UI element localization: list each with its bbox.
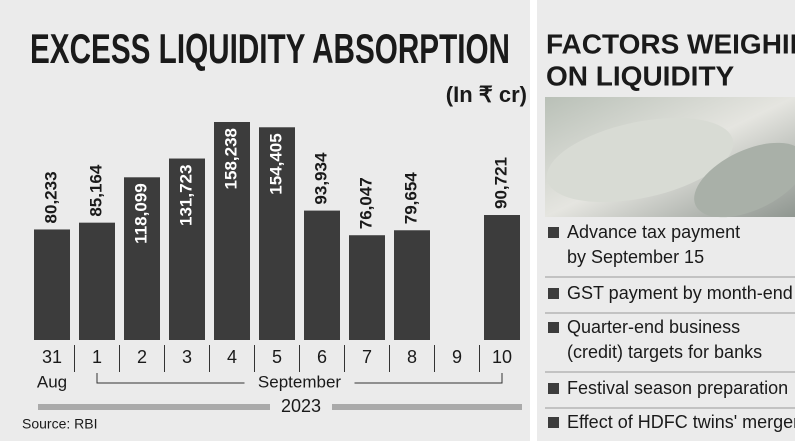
- chart-title: EXCESS LIQUIDITY ABSORPTION: [30, 25, 510, 72]
- x-tick-label: 4: [227, 347, 237, 367]
- value-label: 76,047: [356, 177, 375, 229]
- factor-text: GST payment by month-end: [567, 283, 793, 303]
- bar: [304, 211, 340, 340]
- month-label: Aug: [37, 372, 67, 391]
- x-tick-label: 10: [492, 347, 512, 367]
- factor-text: Quarter-end business: [567, 317, 740, 337]
- x-tick-label: 1: [92, 347, 102, 367]
- x-tick-label: 7: [362, 347, 372, 367]
- factor-text: Advance tax payment: [567, 222, 740, 242]
- value-label: 131,723: [176, 165, 195, 226]
- month-label: September: [258, 372, 341, 391]
- value-label: 93,934: [311, 152, 330, 205]
- value-label: 154,405: [266, 133, 285, 194]
- x-tick-label: 5: [272, 347, 282, 367]
- value-label: 90,721: [491, 157, 510, 209]
- factor-text: Effect of HDFC twins' merger: [567, 412, 795, 432]
- bullet: [548, 383, 559, 394]
- sidebar-title: FACTORS WEIGHING: [546, 28, 795, 59]
- value-label: 80,233: [41, 171, 60, 223]
- source: Source: RBI: [22, 416, 97, 432]
- value-label: 85,164: [86, 164, 105, 217]
- x-tick-label: 8: [407, 347, 417, 367]
- bullet: [548, 322, 559, 333]
- value-label: 79,654: [401, 172, 420, 225]
- panel-gap: [530, 0, 537, 441]
- factor-text: Festival season preparation: [567, 378, 788, 398]
- year-rule: [332, 404, 522, 410]
- sidebar-title: ON LIQUIDITY: [546, 60, 735, 91]
- x-tick-label: 6: [317, 347, 327, 367]
- value-label: 158,238: [221, 128, 240, 189]
- bar: [484, 215, 520, 340]
- bar: [349, 235, 385, 340]
- infographic: EXCESS LIQUIDITY ABSORPTION (In ₹ cr) So…: [0, 0, 795, 441]
- value-label: 118,099: [131, 183, 150, 244]
- bullet: [548, 288, 559, 299]
- bar: [34, 229, 70, 340]
- factor-text: by September 15: [567, 247, 704, 267]
- year-label: 2023: [281, 396, 321, 416]
- bullet: [548, 417, 559, 428]
- x-tick-label: 2: [137, 347, 147, 367]
- bar: [394, 230, 430, 340]
- year-rule: [38, 404, 270, 410]
- bullet: [548, 227, 559, 238]
- bar: [79, 223, 115, 340]
- unit-label: (In ₹ cr): [446, 82, 527, 107]
- factor-text: (credit) targets for banks: [567, 342, 762, 362]
- x-tick-label: 31: [42, 347, 62, 367]
- x-tick-label: 9: [452, 347, 462, 367]
- x-tick-label: 3: [182, 347, 192, 367]
- chart: EXCESS LIQUIDITY ABSORPTION (In ₹ cr) So…: [0, 0, 795, 441]
